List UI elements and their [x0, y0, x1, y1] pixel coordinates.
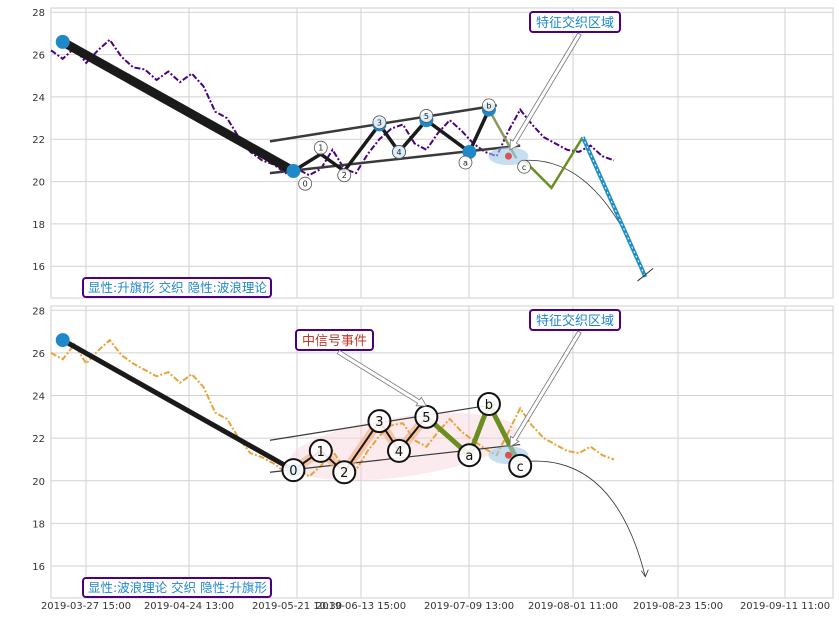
y-tick-label: 24 [32, 392, 45, 403]
wave-point-marker [419, 109, 434, 123]
pattern-label-text: 显性:波浪理论 交织 隐性:升旗形 [88, 580, 267, 595]
wave-point-label: 5 [424, 112, 429, 121]
x-tick-label: 2019-05-21 10:30 [252, 601, 342, 612]
wave-point-label: a [463, 159, 468, 168]
wave-point-marker [386, 438, 411, 463]
flagpole-line [61, 337, 295, 473]
pole-end-point [286, 163, 301, 178]
wave-point-marker [281, 458, 306, 483]
wave-point-label: 2 [340, 466, 348, 481]
y-tick-label: 18 [32, 519, 45, 530]
wave-point-label: 3 [375, 415, 383, 430]
interweave-annotation-box [529, 309, 621, 331]
y-tick-label: 16 [32, 562, 45, 573]
flagpole-line [60, 37, 296, 175]
forecast-arrow-head [640, 569, 649, 578]
corrective-wave-line [424, 397, 523, 467]
y-tick-label: 16 [32, 262, 45, 273]
wave-point-label: 1 [318, 144, 323, 153]
y-tick-label: 24 [32, 93, 45, 104]
y-tick-label: 26 [32, 349, 45, 360]
signal-annotation-text: 中信号事件 [302, 334, 367, 349]
wave-point-marker [308, 438, 333, 463]
wave-point-marker [332, 460, 357, 485]
forecast-arc [524, 460, 646, 577]
wave-point-marker [517, 159, 532, 174]
y-tick-label: 28 [32, 306, 45, 317]
wave-point-label: b [485, 398, 493, 413]
wave-point-label: 4 [396, 148, 401, 157]
wave-point-marker [508, 453, 533, 478]
wave-point-label: 0 [303, 180, 308, 189]
bottom-chart-panel: 16 18 20 22 24 26 28 0 12 34 5 a b c 特征交织区域中信号事件显性:波浪理… [32, 305, 834, 599]
plot-area [50, 305, 834, 599]
y-tick-label: 22 [32, 135, 45, 146]
pattern-label-box [82, 577, 272, 598]
interweave-annotation-box [529, 11, 621, 33]
y-tick-label: 20 [32, 477, 45, 488]
wave-point-marker [476, 392, 501, 417]
interweave-annotation-text: 特征交织区域 [536, 313, 614, 329]
wave-point-label: 3 [377, 118, 382, 127]
x-tick-label: 2019-08-23 15:00 [633, 601, 723, 612]
forecast-olive [523, 136, 584, 190]
pattern-label-text: 显性:升旗形 交织 隐性:波浪理论 [88, 280, 267, 295]
start-point [55, 333, 70, 348]
y-tick-label: 28 [32, 8, 45, 19]
price-line [50, 38, 615, 177]
interweave-point [504, 451, 512, 459]
y-tick-label: 20 [32, 178, 45, 189]
wave-point-label: 1 [317, 445, 325, 460]
y-tick-label: 26 [32, 51, 45, 62]
signal-annotation-box [295, 329, 374, 351]
forecast-end-tick [637, 267, 654, 282]
wave-point-marker [298, 176, 313, 191]
wave-point-label: c [522, 163, 526, 172]
x-tick-label: 2019-08-01 11:00 [528, 601, 618, 612]
x-axis: 2019-03-27 15:00 2019-04-24 13:00 2019-05-… [41, 601, 830, 612]
wave-point-marker [392, 145, 406, 159]
wave-point-marker [372, 115, 387, 130]
x-tick-label: 2019-06-13 15:00 [316, 601, 406, 612]
x-tick-label: 2019-09-11 11:00 [740, 601, 830, 612]
wave-point-label: a [465, 449, 473, 464]
interweave-annotation-arrow [509, 32, 582, 151]
start-point [55, 34, 70, 49]
wave-point-label: 5 [422, 411, 430, 426]
interweave-point [504, 152, 512, 160]
wave-point-label: 0 [289, 464, 297, 479]
wave-point-marker [313, 140, 328, 155]
wave-point-marker [367, 409, 392, 434]
x-tick-label: 2019-07-09 13:00 [424, 601, 514, 612]
signal-annotation-arrow [336, 349, 428, 407]
interweave-annotation-text: 特征交织区域 [536, 15, 614, 31]
x-tick-label: 2019-04-24 13:00 [144, 601, 234, 612]
x-tick-label: 2019-03-27 15:00 [41, 601, 131, 612]
wave-point-marker [482, 98, 496, 113]
y-tick-label: 18 [32, 220, 45, 231]
wave-point-marker [458, 155, 473, 170]
channel-lower [269, 144, 521, 175]
forecast-blue-dash [582, 136, 646, 278]
wave-point-label: b [486, 101, 491, 110]
wave-line [292, 108, 491, 174]
wave-point-label: 2 [342, 171, 347, 180]
wave-point-label: c [517, 460, 524, 475]
wave-point-marker [337, 168, 352, 183]
pivot-point [462, 144, 477, 159]
wave-point-label: 4 [395, 445, 403, 460]
wave-point-marker [457, 443, 482, 468]
pattern-label-box [82, 277, 272, 298]
y-tick-label: 22 [32, 434, 45, 445]
interweave-annotation-arrow [509, 330, 582, 448]
